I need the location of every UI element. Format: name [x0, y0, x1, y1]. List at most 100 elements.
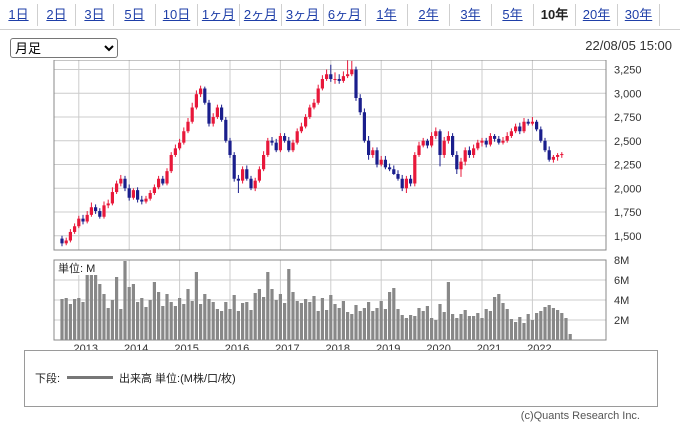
candle-body	[77, 218, 81, 227]
volume-bar	[283, 303, 287, 340]
tab-4[interactable]: 10日	[156, 4, 198, 26]
candle-body	[68, 231, 72, 241]
tab-11[interactable]: 3年	[450, 4, 492, 26]
candle-body	[283, 136, 287, 141]
year-tick-label: 2022	[527, 343, 551, 350]
candle	[224, 117, 228, 143]
volume-bar	[438, 304, 442, 340]
candle	[199, 85, 203, 98]
tab-13[interactable]: 10年	[534, 4, 576, 26]
candle-body	[501, 140, 505, 143]
candle	[148, 190, 152, 201]
tab-0[interactable]: 1日	[0, 4, 38, 26]
volume-bar	[320, 298, 324, 340]
candle	[102, 201, 106, 219]
candle-body	[220, 107, 224, 120]
tab-7[interactable]: 3ヶ月	[282, 4, 324, 26]
candle	[106, 199, 110, 209]
volume-bar	[173, 306, 177, 340]
candle-body	[211, 117, 215, 124]
candle-body	[505, 136, 509, 141]
volume-bar	[509, 319, 513, 340]
candle-body	[249, 178, 253, 189]
tab-3[interactable]: 5日	[114, 4, 156, 26]
volume-bar	[291, 292, 295, 340]
stock-chart: 1,500 1,750 2,000 2,250 2,500 2,750 3,000 3,250…	[53, 60, 642, 350]
price-tick-label: 2,250	[614, 160, 642, 172]
volume-bar	[241, 303, 245, 340]
candle	[152, 184, 156, 195]
volume-bar	[451, 314, 455, 340]
volume-bar	[493, 297, 497, 340]
candle	[514, 123, 518, 134]
candle-body	[98, 211, 102, 217]
candle-body	[203, 88, 207, 103]
candle-body	[299, 126, 303, 132]
candle-body	[115, 183, 119, 193]
candle	[509, 128, 513, 138]
candle-body	[350, 69, 354, 75]
candle	[430, 132, 434, 148]
candle	[215, 104, 219, 119]
candle-body	[228, 140, 232, 155]
tab-6[interactable]: 2ヶ月	[240, 4, 282, 26]
tab-2[interactable]: 3日	[76, 4, 114, 26]
candle-body	[295, 131, 299, 143]
candle	[211, 113, 215, 127]
candle	[463, 147, 467, 166]
candle	[81, 214, 85, 225]
price-grid	[54, 60, 606, 250]
tab-8[interactable]: 6ヶ月	[324, 4, 366, 26]
candle-body	[60, 238, 64, 244]
candle	[434, 127, 438, 139]
period-select[interactable]: 月足	[10, 38, 118, 58]
candle	[539, 126, 543, 143]
volume-bar	[400, 315, 404, 340]
tab-5[interactable]: 1ヶ月	[198, 4, 240, 26]
candle	[85, 211, 89, 224]
candle	[547, 146, 551, 162]
candle-body	[257, 169, 261, 181]
candle	[392, 165, 396, 175]
volume-bar	[560, 313, 564, 340]
volume-bar	[127, 287, 131, 340]
candle	[480, 137, 484, 147]
volume-bar	[341, 301, 345, 340]
candle-body	[110, 192, 114, 204]
price-tick-label: 2,750	[614, 112, 642, 124]
volume-panel-frame	[53, 259, 607, 341]
candle	[241, 166, 245, 184]
volume-bar	[64, 298, 68, 340]
volume-bar	[551, 308, 555, 340]
candle	[232, 152, 236, 182]
candle	[194, 90, 198, 110]
candle	[488, 133, 492, 147]
candle	[110, 187, 114, 206]
volume-bar	[484, 309, 488, 340]
tab-10[interactable]: 2年	[408, 4, 450, 26]
volume-bar	[115, 277, 119, 340]
candle-body	[396, 174, 400, 179]
volume-bar	[77, 298, 81, 340]
volume-bar	[383, 309, 387, 340]
candle	[526, 118, 530, 126]
tab-12[interactable]: 5年	[492, 4, 534, 26]
candle	[73, 223, 77, 234]
volume-bar	[467, 316, 471, 340]
candle	[438, 129, 442, 167]
candle	[68, 229, 72, 243]
candle	[505, 132, 509, 143]
volume-bar	[505, 309, 509, 340]
tab-14[interactable]: 20年	[576, 4, 618, 26]
candle	[501, 136, 505, 145]
candle-body	[346, 74, 350, 77]
tab-15[interactable]: 30年	[618, 4, 660, 26]
copyright: (c)Quants Research Inc.	[520, 410, 640, 422]
candle	[178, 138, 182, 151]
tab-1[interactable]: 2日	[38, 4, 76, 26]
candle-body	[64, 240, 68, 244]
volume-bar	[215, 309, 219, 340]
candle-body	[425, 140, 429, 146]
candle-body	[173, 148, 177, 155]
tab-9[interactable]: 1年	[366, 4, 408, 26]
